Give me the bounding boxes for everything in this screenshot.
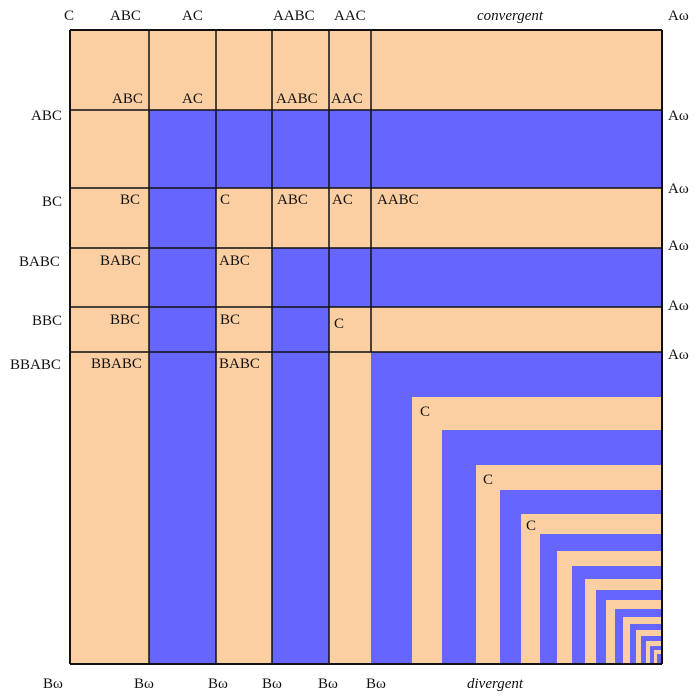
right-label-a-omega: Aω — [668, 108, 689, 124]
blue-band-babc-row — [272, 248, 662, 307]
cell-label-ac: AC — [182, 91, 203, 107]
cell-label-bc: BC — [120, 192, 140, 208]
cell-label-c: C — [334, 316, 344, 332]
row-label-bbabc: BBABC — [10, 357, 61, 373]
cell-label-ac: AC — [332, 192, 353, 208]
cell-label-aabc: AABC — [276, 91, 318, 107]
row-label-abc: ABC — [31, 108, 62, 124]
staircase-step — [657, 654, 662, 664]
blue-band-abc-row — [149, 110, 662, 188]
bottom-label-b-omega: Bω — [43, 676, 63, 692]
top-label-a-omega: Aω — [668, 8, 689, 24]
top-label-aac: AAC — [334, 8, 366, 24]
bottom-label-b-omega: Bω — [366, 676, 386, 692]
right-label-a-omega: Aω — [668, 347, 689, 363]
right-label-a-omega: Aω — [668, 298, 689, 314]
top-label-convergent: convergent — [477, 8, 544, 24]
staircase-label-c: C — [420, 404, 430, 420]
staircase-label-c: C — [483, 472, 493, 488]
top-label-abc: ABC — [110, 8, 141, 24]
right-label-a-omega: Aω — [668, 238, 689, 254]
cell-label-babc: BABC — [100, 253, 141, 269]
top-label-ac: AC — [182, 8, 203, 24]
blue-column-aabc — [272, 248, 329, 664]
cell-label-bbabc: BBABC — [91, 356, 142, 372]
cell-label-bc: BC — [220, 312, 240, 328]
row-label-babc: BABC — [19, 254, 60, 270]
bottom-label-b-omega: Bω — [262, 676, 282, 692]
cell-label-c: C — [220, 192, 230, 208]
bottom-label-b-omega: Bω — [134, 676, 154, 692]
cell-label-aac: AAC — [331, 91, 363, 107]
grid-lines — [69, 29, 663, 665]
cell-label-abc: ABC — [219, 253, 250, 269]
top-label-aabc: AABC — [273, 8, 315, 24]
bottom-label-b-omega: Bω — [208, 676, 228, 692]
row-label-bbc: BBC — [32, 313, 62, 329]
row-label-bc: BC — [42, 194, 62, 210]
top-label-c: C — [64, 8, 74, 24]
staircase-label-c: C — [526, 518, 536, 534]
cell-label-aabc: AABC — [377, 192, 419, 208]
bottom-label-divergent: divergent — [467, 676, 524, 692]
cell-label-bbc: BBC — [110, 312, 140, 328]
right-label-a-omega: Aω — [668, 181, 689, 197]
cell-label-abc: ABC — [277, 192, 308, 208]
cell-label-abc: ABC — [112, 91, 143, 107]
bottom-label-b-omega: Bω — [318, 676, 338, 692]
blue-column-ac — [149, 110, 216, 664]
cell-label-babc: BABC — [219, 356, 260, 372]
colored-regions — [70, 30, 662, 664]
